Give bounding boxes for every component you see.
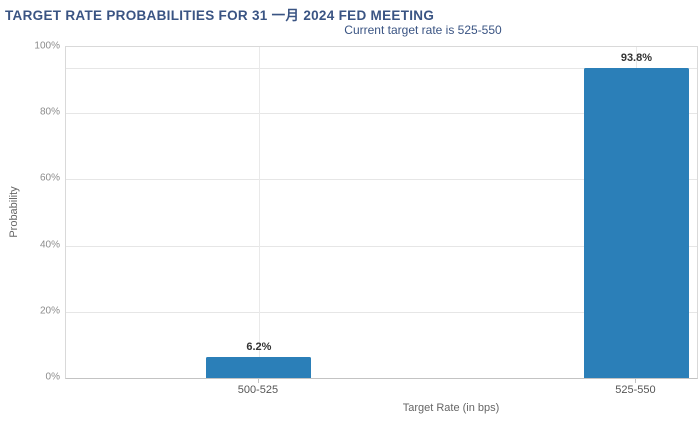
y-gridline [66,311,697,313]
y-tick-label: 40% [39,239,60,251]
y-tick-label: 60% [39,172,60,184]
y-gridline [66,179,697,181]
max-value-gridline [66,67,697,69]
y-tick-label: 80% [39,106,60,118]
y-tick-label: 0% [45,371,60,383]
probability-bar[interactable] [583,67,689,378]
x-tick-mark [257,379,259,383]
y-tick-label: 20% [39,305,60,317]
bar-value-label: 93.8% [620,51,653,64]
y-axis-labels: 0% 20% 40% 60% 80% 100% [0,41,60,383]
x-tick-mark [635,379,637,383]
y-gridline [66,245,697,247]
probability-bar[interactable] [206,357,312,378]
x-category-label: 525-550 [615,384,656,396]
y-tick-label: 100% [34,40,60,52]
x-axis-title: Target Rate (in bps) [402,402,500,414]
plot-area: 6.2% 93.8% [65,46,698,379]
x-gridline [258,47,260,378]
bar-value-label: 6.2% [246,341,272,354]
x-axis-labels: 500-525 525-550 [65,379,698,399]
chart-title: TARGET RATE PROBABILITIES FOR 31 一月 2024… [5,8,435,23]
chart-subtitle: Current target rate is 525-550 [344,23,502,37]
x-category-label: 500-525 [237,384,279,396]
y-gridline [66,113,697,115]
